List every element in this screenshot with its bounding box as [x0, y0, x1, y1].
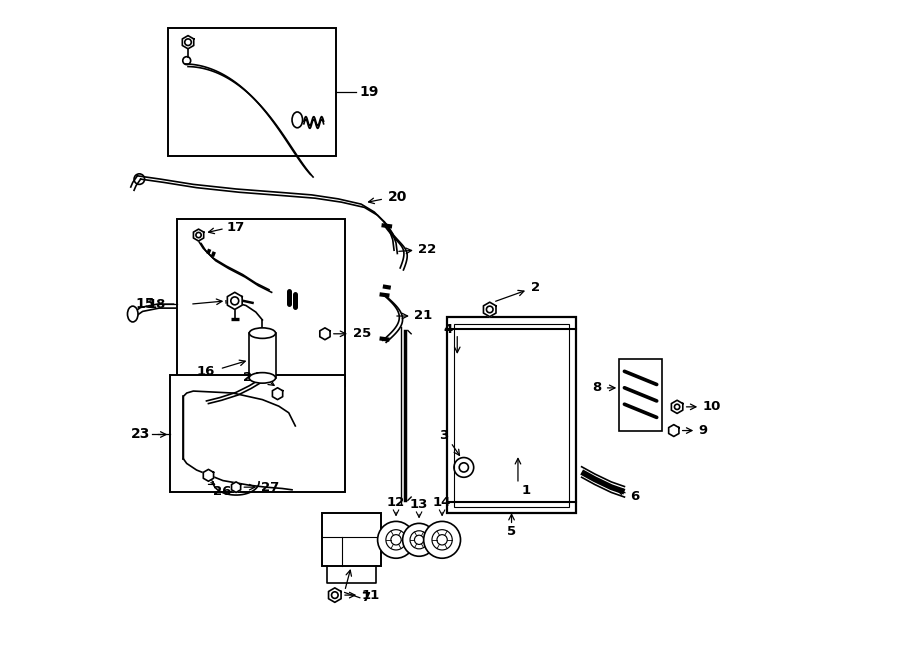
- Circle shape: [386, 529, 406, 550]
- Text: 17: 17: [227, 221, 245, 234]
- Polygon shape: [273, 388, 283, 400]
- Bar: [321, 514, 381, 566]
- Circle shape: [391, 535, 401, 545]
- Circle shape: [378, 522, 415, 559]
- Text: 8: 8: [592, 381, 601, 395]
- Text: 19: 19: [359, 85, 379, 99]
- Polygon shape: [669, 424, 679, 436]
- Text: 15: 15: [136, 297, 155, 311]
- Text: 18: 18: [148, 297, 166, 311]
- Polygon shape: [671, 401, 683, 413]
- Text: 27: 27: [261, 481, 279, 494]
- Circle shape: [402, 524, 436, 557]
- Text: 9: 9: [698, 424, 708, 437]
- Bar: [249, 333, 275, 378]
- Ellipse shape: [128, 306, 138, 322]
- Text: 24: 24: [243, 371, 262, 385]
- Ellipse shape: [249, 373, 275, 383]
- Polygon shape: [231, 482, 240, 492]
- Text: 3: 3: [439, 429, 449, 442]
- Text: 1: 1: [521, 484, 530, 497]
- Text: 25: 25: [353, 327, 371, 340]
- Polygon shape: [320, 328, 330, 340]
- Text: 7: 7: [361, 591, 370, 604]
- Circle shape: [410, 531, 428, 549]
- Bar: [170, 375, 345, 492]
- Text: 14: 14: [433, 496, 451, 510]
- Polygon shape: [203, 469, 213, 481]
- Text: 16: 16: [196, 365, 215, 377]
- Text: 22: 22: [418, 243, 436, 256]
- Bar: [168, 28, 336, 156]
- Polygon shape: [183, 36, 194, 49]
- Circle shape: [415, 535, 424, 545]
- Ellipse shape: [292, 112, 302, 128]
- Circle shape: [424, 522, 461, 559]
- Text: 2: 2: [530, 281, 540, 294]
- Text: 12: 12: [387, 496, 405, 510]
- Text: 23: 23: [131, 428, 150, 442]
- Text: 21: 21: [415, 309, 433, 322]
- Text: 26: 26: [213, 485, 231, 498]
- Text: 10: 10: [703, 401, 721, 413]
- Bar: [447, 317, 576, 514]
- Text: 5: 5: [507, 525, 516, 539]
- Polygon shape: [328, 588, 341, 602]
- Text: 4: 4: [444, 323, 453, 336]
- Bar: [176, 219, 345, 387]
- Text: 6: 6: [630, 490, 639, 503]
- Polygon shape: [483, 302, 496, 317]
- Bar: [454, 324, 569, 507]
- Circle shape: [436, 535, 447, 545]
- Text: 13: 13: [410, 498, 428, 512]
- Polygon shape: [194, 229, 203, 241]
- Circle shape: [432, 529, 452, 550]
- Text: 20: 20: [388, 190, 407, 204]
- Bar: [619, 360, 662, 430]
- Polygon shape: [228, 292, 242, 309]
- Text: 11: 11: [362, 588, 380, 602]
- Ellipse shape: [249, 328, 275, 338]
